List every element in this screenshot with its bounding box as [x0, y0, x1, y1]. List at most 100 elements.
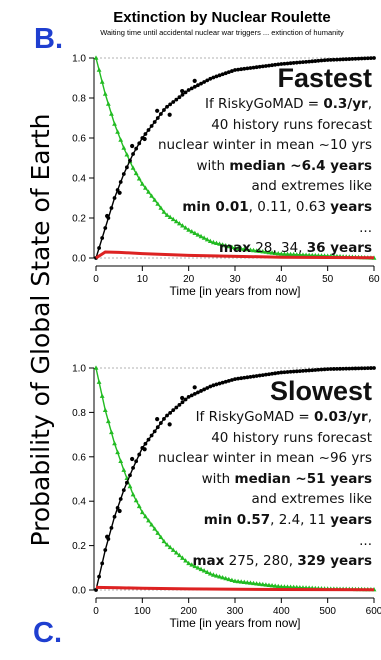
annotation-text: nuclear winter in mean ~10 yrs [157, 137, 372, 154]
y-tick-label: 1.0 [72, 364, 86, 375]
series-point-black [124, 480, 129, 485]
series-point-black [276, 370, 281, 375]
series-point-green [192, 563, 198, 569]
series-point-black [341, 57, 346, 62]
series-point-black [189, 393, 194, 398]
series-point-black [115, 505, 120, 510]
series-point-black [146, 437, 151, 442]
annotation-bold-text: median ~6.4 years [229, 157, 372, 174]
series-point-green [254, 581, 260, 586]
history-run-point [180, 88, 185, 94]
series-point-black [171, 408, 176, 413]
series-point-black [220, 380, 225, 385]
series-point-black [362, 366, 367, 371]
series-point-black [372, 366, 376, 370]
annotation-text: nuclear winter in mean ~96 yrs [157, 450, 372, 467]
series-point-green [300, 252, 306, 257]
series-point-green [161, 538, 167, 544]
annotation-bold-text: 36 years [306, 240, 372, 257]
annotation-line: with median ~51 years [132, 469, 372, 490]
series-point-green [115, 129, 121, 134]
series-point-black [316, 367, 321, 372]
series-point-black [304, 59, 308, 64]
series-point-black [217, 73, 222, 78]
series-point-black [322, 58, 327, 63]
series-point-black [199, 389, 203, 393]
series-point-black [236, 67, 240, 72]
series-point-black [273, 371, 278, 376]
series-point-black [180, 92, 185, 97]
series-point-black [310, 59, 315, 64]
series-point-green [278, 584, 284, 589]
series-point-black [307, 59, 312, 64]
series-point-green [152, 526, 158, 531]
series-point-black [251, 65, 256, 70]
series-point-black [254, 374, 259, 378]
series-point-green [124, 152, 130, 157]
series-point-green [133, 497, 139, 503]
series-point-black [356, 56, 361, 61]
y-tick-label: 0.2 [72, 214, 86, 225]
series-point-black [365, 366, 370, 371]
annotation-line: max 275, 280, 329 years [132, 551, 372, 572]
series-point-green [143, 513, 148, 519]
history-run-point [155, 108, 160, 113]
series-point-black [282, 370, 287, 375]
annotation-bold-text: years [330, 198, 372, 215]
series-point-black [205, 386, 210, 390]
chart-panel-slowest: 0.0 0.2 0.4 0.6 0.8 1.0 0 100 200 300 400 500 600 Tim… [72, 364, 381, 631]
series-point-green [155, 201, 161, 206]
series-point-black [239, 67, 244, 72]
series-point-green [257, 248, 263, 253]
series-point-green [282, 584, 287, 589]
series-point-green [102, 407, 108, 412]
series-point-green [275, 251, 281, 256]
series-point-green [257, 581, 263, 586]
series-point-black [279, 370, 284, 375]
series-point-black [220, 72, 225, 77]
series-point-green [232, 245, 238, 250]
series-point-green [275, 583, 281, 589]
series-point-black [359, 366, 364, 371]
series-point-black [155, 425, 160, 430]
series-point-black [297, 60, 302, 65]
series-point-black [183, 397, 188, 402]
series-point-black [202, 387, 207, 392]
series-point-black [350, 57, 355, 61]
annotation-bold-text: median ~51 years [234, 470, 373, 487]
x-tick-label: 10 [137, 274, 149, 285]
series-point-green [248, 247, 253, 252]
chart-subtitle: Waiting time until accidental nuclear wa… [100, 28, 344, 37]
series-point-green [214, 240, 219, 245]
series-point-green [167, 544, 173, 550]
x-tick-label: 200 [180, 606, 197, 617]
series-point-black [267, 372, 271, 377]
x-tick-label: 0 [93, 274, 99, 285]
annotation-text: and extremes like [251, 491, 372, 508]
history-run-point [167, 112, 172, 117]
series-point-black [248, 374, 253, 379]
series-point-black [214, 382, 219, 387]
x-tick-label: 400 [273, 606, 290, 617]
series-point-green [217, 241, 222, 246]
annotation-line: min 0.57, 2.4, 11 years [132, 510, 372, 531]
series-point-green [99, 79, 105, 84]
series-point-green [260, 249, 266, 254]
annotation-heading: Slowest [269, 376, 372, 406]
series-point-black [359, 56, 364, 61]
series-point-green [238, 246, 244, 251]
annotation-slowest: Slowest If RiskyGoMAD = 0.03/yr, 40 histo… [132, 376, 372, 572]
series-point-black [162, 108, 166, 112]
series-point-black [328, 367, 333, 371]
annotation-text: with [196, 157, 230, 174]
series-point-black [273, 62, 278, 67]
series-point-black [369, 366, 373, 370]
series-point-green [105, 418, 111, 424]
y-tick-label: 0.6 [72, 452, 86, 463]
annotation-text: with [201, 470, 235, 487]
series-point-black [94, 588, 98, 592]
y-tick-label: 0.6 [72, 134, 86, 145]
series-point-black [230, 69, 234, 73]
series-point-green [155, 530, 161, 535]
series-point-green [204, 237, 210, 242]
